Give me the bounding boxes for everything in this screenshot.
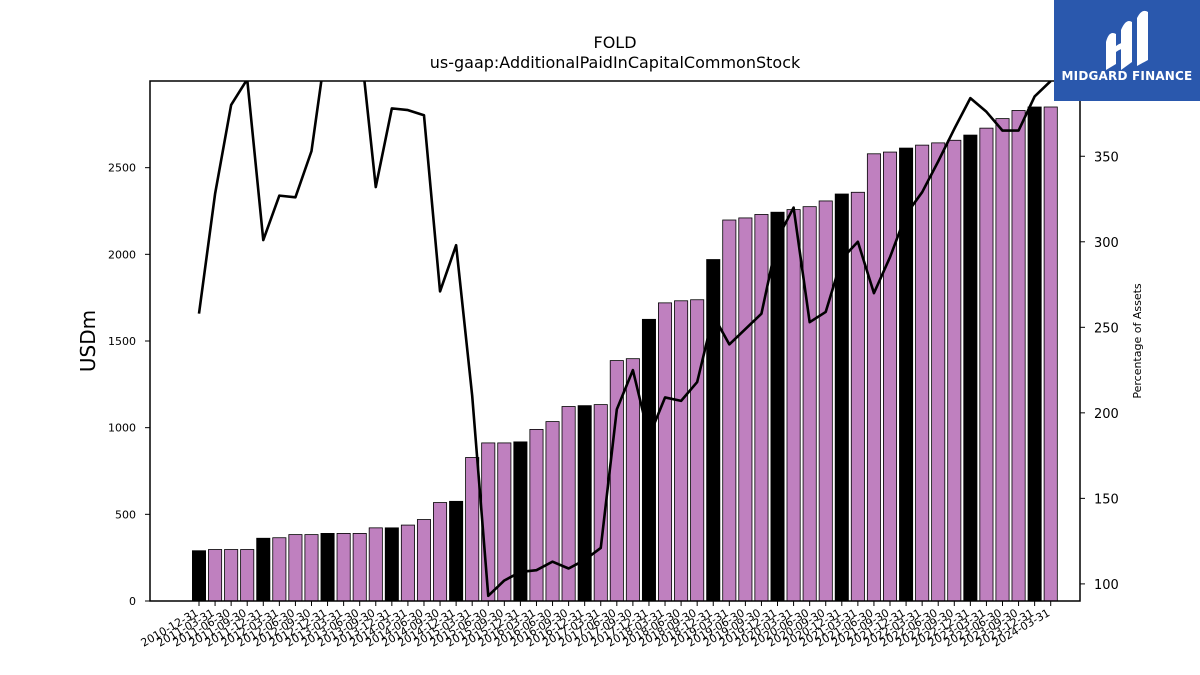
bar [545,421,560,602]
bar [690,299,705,602]
y2-tick-label: 150 [1094,492,1119,507]
bar [384,527,399,602]
bar [352,533,367,602]
bar [754,214,769,602]
bar [706,259,721,602]
y-axis-ticks: 0 500 1000 1500 2000 2500 [108,162,150,608]
midgard-logo-icon [1106,10,1148,70]
bar [481,442,496,602]
bar [995,118,1010,602]
bar [336,533,351,602]
bar [963,134,978,602]
bar [320,533,335,602]
bar [449,500,464,602]
bar [1011,110,1026,602]
bar [674,300,689,602]
bar [947,139,962,602]
bar [240,549,255,602]
y2-tick-label: 200 [1094,407,1119,422]
y-tick-label: 1000 [108,422,136,435]
bar [416,519,431,602]
bar [513,441,528,602]
bar [818,200,833,602]
bar [224,549,239,602]
bar [368,527,383,602]
bar [1043,106,1058,602]
logo-text: MIDGARD FINANCE [1061,69,1193,83]
bar [883,151,898,602]
chart-subtitle: us-gaap:AdditionalPaidInCapitalCommonSto… [430,53,801,72]
bar [191,550,206,602]
y-tick-label: 2500 [108,162,136,175]
bar [979,127,994,602]
x-axis-ticks: 2010-12-312011-03-312011-06-302011-09-30… [139,601,1052,650]
bar [931,142,946,602]
y-axis-label: USDm [76,310,100,372]
bar [400,524,415,602]
y2-axis-ticks: 100 150 200 250 300 350 [1080,150,1119,593]
y-tick-label: 0 [129,595,136,608]
bar [738,217,753,602]
bar [304,534,319,602]
y2-axis-label: Percentage of Assets [1131,283,1144,399]
bar [722,219,737,602]
bar [641,318,656,602]
bar [915,144,930,602]
y2-tick-label: 250 [1094,321,1119,336]
bar [1027,106,1042,602]
y2-tick-label: 100 [1094,578,1119,593]
bar [625,358,640,602]
bar [770,211,785,602]
bar [272,537,287,602]
bar [208,549,223,602]
y-tick-label: 2000 [108,248,136,261]
bar [866,153,881,602]
bar [658,302,673,602]
y-tick-label: 500 [115,508,136,521]
line-series [197,81,1052,598]
bar [256,537,271,602]
bar [561,406,576,602]
bar [802,206,817,602]
percentage-line [197,81,1052,598]
chart-title: FOLD [593,33,636,52]
midgard-finance-logo: MIDGARD FINANCE [1054,0,1200,101]
bar [433,502,448,602]
bar [288,534,303,602]
y2-tick-label: 350 [1094,150,1119,165]
bar [577,405,592,602]
bar [465,457,480,602]
bar [786,209,801,602]
y-tick-label: 1500 [108,335,136,348]
bar [529,428,544,602]
y2-tick-label: 300 [1094,236,1119,251]
